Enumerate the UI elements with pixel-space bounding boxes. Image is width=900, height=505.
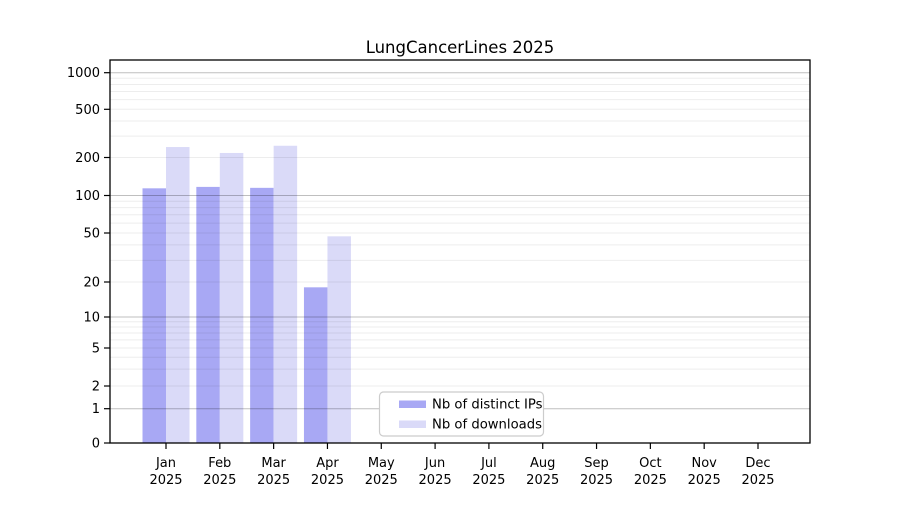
plot-border (109, 59, 811, 444)
grid-layer (110, 72, 810, 410)
y-tick-label: 10 (83, 311, 100, 326)
x-tick-label: Nov 2025 (688, 456, 721, 488)
legend-swatch-series0 (399, 400, 426, 408)
bar-series1-month0 (166, 147, 190, 443)
x-tick-label: Jun 2025 (419, 456, 452, 488)
bar-series0-month0 (142, 188, 166, 443)
y-tick-label: 1 (92, 402, 100, 417)
x-tick-label: Jan 2025 (149, 456, 182, 488)
y-tick-label: 200 (75, 151, 100, 166)
x-tick-label: Dec 2025 (741, 456, 774, 488)
bar-series1-month3 (327, 236, 351, 443)
x-tick-label: Feb 2025 (203, 456, 236, 488)
legend: Nb of distinct IPs Nb of downloads (378, 391, 545, 437)
chart-title: LungCancerLines 2025 (366, 38, 555, 57)
legend-label-series0: Nb of distinct IPs (432, 398, 543, 413)
x-tick-label: Aug 2025 (526, 456, 559, 488)
bar-series0-month2 (250, 187, 274, 443)
x-tick-label: Oct 2025 (634, 456, 667, 488)
y-tick-label: 5 (92, 342, 100, 357)
y-tick-label: 500 (75, 103, 100, 118)
x-tick-label: Jul 2025 (472, 456, 505, 488)
y-tick-label: 100 (75, 189, 100, 204)
legend-swatch-series1 (399, 420, 426, 428)
x-tick-label: May 2025 (365, 456, 398, 488)
x-tick-label: Apr 2025 (311, 456, 344, 488)
x-tick-label: Sep 2025 (580, 456, 613, 488)
bar-series0-month3 (303, 287, 328, 443)
bars-layer (142, 145, 351, 443)
bar-series1-month2 (273, 145, 298, 443)
y-tick-label: 20 (83, 276, 100, 291)
legend-label-series1: Nb of downloads (432, 418, 542, 433)
x-tick-label: Mar 2025 (257, 456, 290, 488)
bar-series1-month1 (219, 152, 244, 443)
y-tick-label: 2 (92, 380, 100, 395)
bar-series0-month1 (196, 186, 220, 443)
axes-layer: 0 1 2 5 10 20 50 100 200 500 1000 Jan 2025 Feb 2025 Mar… (67, 66, 775, 488)
y-tick-label: 50 (83, 227, 100, 242)
y-tick-label: 0 (92, 437, 100, 452)
y-tick-label: 1000 (67, 66, 100, 81)
